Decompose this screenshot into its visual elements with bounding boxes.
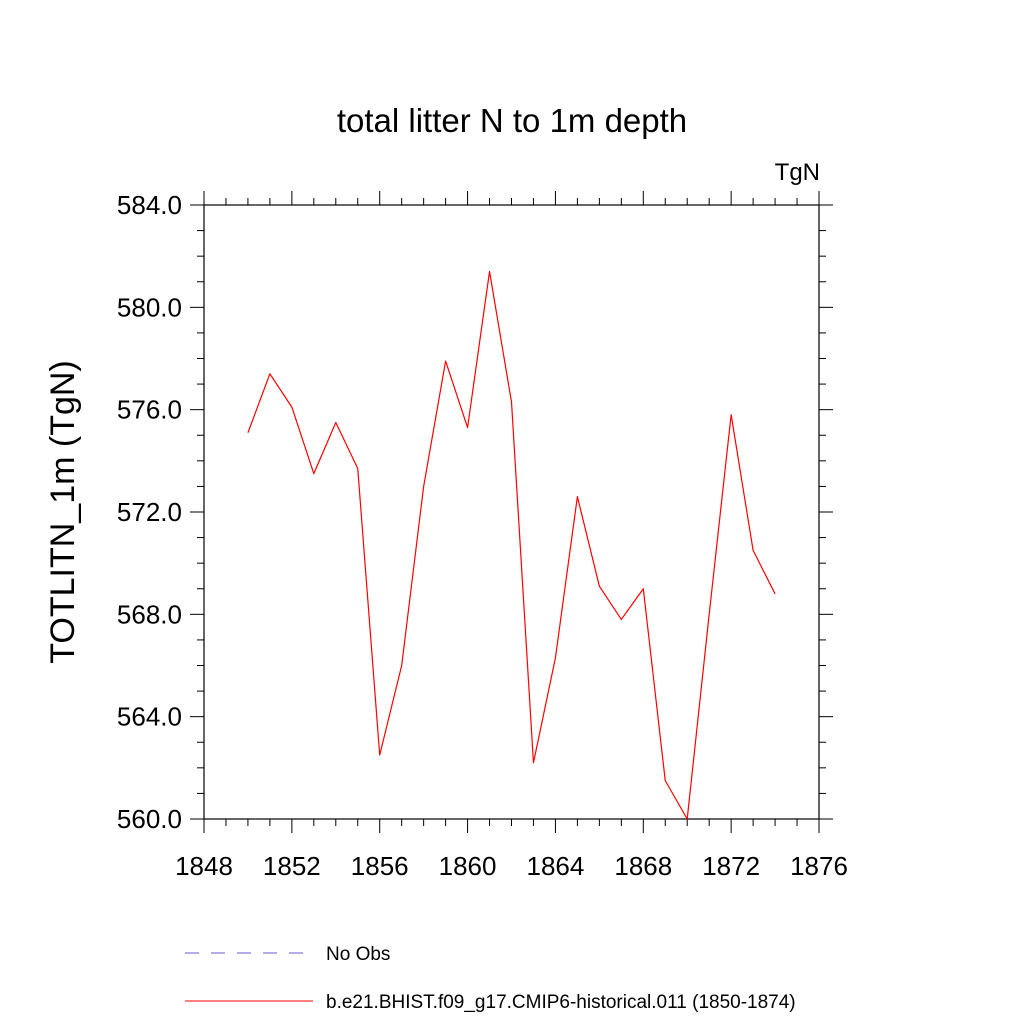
series-layer: [247, 270, 776, 820]
legend-label-1: b.e21.BHIST.f09_g17.CMIP6-historical.011…: [326, 992, 796, 1013]
legend: No Obs b.e21.BHIST.f09_g17.CMIP6-historic…: [185, 944, 796, 1013]
series-line-1: [247, 270, 776, 820]
x-tick-label: 1876: [790, 851, 848, 881]
x-tick-label: 1848: [175, 851, 233, 881]
legend-label-0: No Obs: [326, 944, 390, 965]
x-tick-label: 1872: [702, 851, 760, 881]
minor-ticks: [197, 198, 826, 826]
x-tick-label: 1864: [527, 851, 585, 881]
x-tick-label: 1868: [614, 851, 672, 881]
plot-frame: [203, 204, 820, 820]
major-ticks: [190, 191, 833, 833]
tick-labels: 1848 1852 1856 1860 1864 1868 1872 1876 560.0 564…: [117, 190, 848, 881]
units-label: TgN: [775, 159, 820, 186]
chart-title: total litter N to 1m depth: [337, 102, 687, 139]
y-tick-label: 580.0: [117, 292, 182, 322]
y-tick-label: 584.0: [117, 190, 182, 220]
y-tick-label: 564.0: [117, 702, 182, 732]
y-tick-label: 572.0: [117, 497, 182, 527]
y-tick-label: 560.0: [117, 804, 182, 834]
y-axis-label: TOTLITN_1m (TgN): [44, 360, 82, 664]
x-tick-label: 1856: [351, 851, 409, 881]
y-tick-label: 576.0: [117, 395, 182, 425]
y-tick-label: 568.0: [117, 599, 182, 629]
x-tick-label: 1852: [263, 851, 321, 881]
x-tick-label: 1860: [439, 851, 497, 881]
